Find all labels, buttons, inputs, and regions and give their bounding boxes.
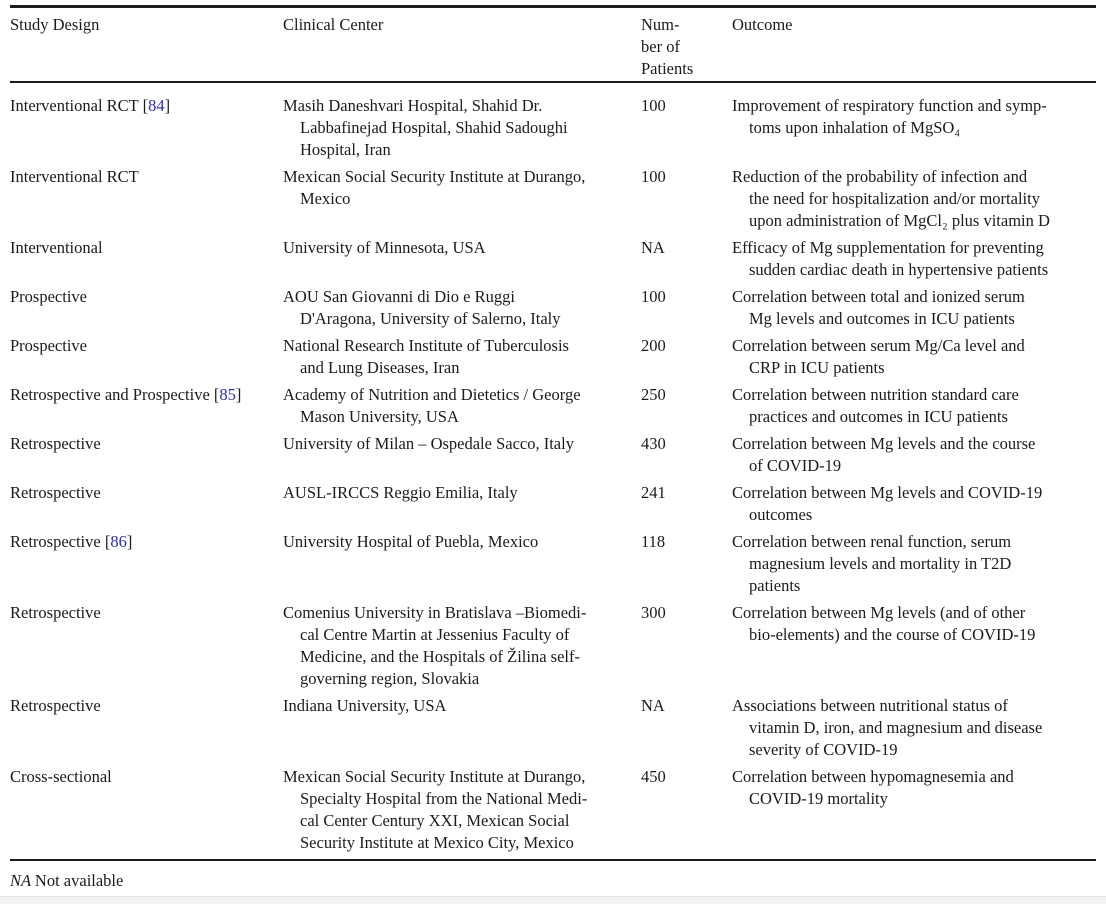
- footnote-text: Not available: [34, 871, 124, 890]
- patients-count-cell: 100: [641, 167, 666, 186]
- table-row: Prospective National Research Institute o…: [10, 335, 1096, 379]
- citation-bracket-close: ]: [164, 96, 171, 115]
- clinical-center-cell: University of Milan – Ospedale Sacco, It…: [283, 434, 574, 453]
- study-design-text: Retrospective: [10, 434, 101, 453]
- table-row: Interventional University of Minnesota, U…: [10, 237, 1096, 281]
- study-design-cell: Retrospective: [10, 602, 283, 624]
- table-row: Retrospective University of Milan – Osped…: [10, 433, 1096, 477]
- outcome-cell: Efficacy of Mg supplementation for preve…: [732, 238, 1049, 279]
- outcome-cell: Correlation between Mg levels and the co…: [732, 434, 1036, 475]
- outcome-cell: Correlation between hypomagnesemia and C…: [732, 767, 1014, 808]
- header-clinical-center: Clinical Center: [283, 15, 384, 34]
- citation-bracket-open: [: [209, 385, 220, 404]
- table-row: Cross-sectional Mexican Social Security I…: [10, 766, 1096, 854]
- study-design-cell: Interventional RCT [84]: [10, 95, 283, 117]
- clinical-center-cell: AOU San Giovanni di Dio e Ruggi D'Aragon…: [283, 287, 561, 328]
- study-design-text: Retrospective: [10, 532, 101, 551]
- patients-count-cell: NA: [641, 696, 665, 715]
- study-design-cell: Retrospective and Prospective [85]: [10, 384, 283, 406]
- patients-count-cell: 430: [641, 434, 666, 453]
- study-design-text: Interventional RCT: [10, 167, 139, 186]
- study-design-text: Retrospective: [10, 483, 101, 502]
- clinical-center-cell: Mexican Social Security Institute at Dur…: [283, 767, 588, 852]
- outcome-cell: Correlation between serum Mg/Ca level an…: [732, 336, 1025, 377]
- study-design-text: Interventional RCT: [10, 96, 139, 115]
- table-header-rule: [10, 81, 1096, 83]
- citation-bracket-open: [: [100, 532, 111, 551]
- table-row: Interventional RCT [84] Masih Daneshvari …: [10, 95, 1096, 161]
- study-design-cell: Cross-sectional: [10, 766, 283, 788]
- clinical-center-cell: University Hospital of Puebla, Mexico: [283, 532, 539, 551]
- footnote-abbreviation: NA: [10, 871, 31, 890]
- outcome-cell: Correlation between nutrition standard c…: [732, 385, 1019, 426]
- study-table: Study Design Clinical Center Num- ber of…: [10, 5, 1096, 892]
- header-number-of-patients: Num- ber of Patients: [641, 15, 694, 78]
- patients-count-cell: 200: [641, 336, 666, 355]
- citation-bracket-open: [: [138, 96, 149, 115]
- table-row: Retrospective [86] University Hospital of…: [10, 531, 1096, 597]
- study-design-text: Cross-sectional: [10, 767, 112, 786]
- study-design-cell: Interventional RCT: [10, 166, 283, 188]
- study-design-cell: Prospective: [10, 286, 283, 308]
- study-design-cell: Retrospective [86]: [10, 531, 283, 553]
- table-row: Retrospective AUSL-IRCCS Reggio Emilia, I…: [10, 482, 1096, 526]
- table-bottom-rule: [10, 859, 1096, 861]
- citation-ref-link[interactable]: 85: [219, 385, 236, 404]
- citation-bracket-close: ]: [126, 532, 133, 551]
- page-bottom-edge: [0, 896, 1106, 904]
- study-design-cell: Retrospective: [10, 482, 283, 504]
- table-body: Interventional RCT [84] Masih Daneshvari …: [10, 83, 1096, 854]
- table-header-row: Study Design Clinical Center Num- ber of…: [10, 8, 1096, 81]
- study-design-cell: Retrospective: [10, 695, 283, 717]
- patients-count-cell: 250: [641, 385, 666, 404]
- study-design-text: Prospective: [10, 287, 87, 306]
- citation-ref-link[interactable]: 84: [148, 96, 165, 115]
- patients-count-cell: NA: [641, 238, 665, 257]
- study-design-cell: Retrospective: [10, 433, 283, 455]
- patients-count-cell: 118: [641, 532, 666, 551]
- patients-count-cell: 100: [641, 96, 666, 115]
- patients-count-cell: 100: [641, 287, 666, 306]
- clinical-center-cell: Mexican Social Security Institute at Dur…: [283, 167, 586, 208]
- clinical-center-cell: Indiana University, USA: [283, 696, 447, 715]
- study-design-text: Prospective: [10, 336, 87, 355]
- table-row: Retrospective Comenius University in Brat…: [10, 602, 1096, 690]
- header-outcome: Outcome: [732, 15, 793, 34]
- table-row: Retrospective Indiana University, USA NA As…: [10, 695, 1096, 761]
- clinical-center-cell: Masih Daneshvari Hospital, Shahid Dr. La…: [283, 96, 568, 159]
- outcome-cell: Correlation between renal function, seru…: [732, 532, 1012, 595]
- study-design-text: Retrospective and Prospective: [10, 385, 210, 404]
- outcome-cell: Correlation between total and ionized se…: [732, 287, 1025, 328]
- outcome-cell: Correlation between Mg levels (and of ot…: [732, 603, 1036, 644]
- study-design-text: Retrospective: [10, 696, 101, 715]
- outcome-cell: Associations between nutritional status …: [732, 696, 1043, 759]
- clinical-center-cell: University of Minnesota, USA: [283, 238, 486, 257]
- outcome-cell: Correlation between Mg levels and COVID-…: [732, 483, 1043, 524]
- table-footnote: NA Not available: [10, 861, 1096, 892]
- clinical-center-cell: Comenius University in Bratislava –Biome…: [283, 603, 587, 688]
- study-design-text: Interventional: [10, 238, 103, 257]
- clinical-center-cell: AUSL-IRCCS Reggio Emilia, Italy: [283, 483, 518, 502]
- clinical-center-cell: National Research Institute of Tuberculo…: [283, 336, 569, 377]
- citation-ref-link[interactable]: 86: [110, 532, 127, 551]
- patients-count-cell: 300: [641, 603, 666, 622]
- table-row: Retrospective and Prospective [85] Academ…: [10, 384, 1096, 428]
- study-design-cell: Prospective: [10, 335, 283, 357]
- citation-bracket-close: ]: [235, 385, 242, 404]
- table-top-rule: [10, 5, 1096, 8]
- patients-count-cell: 241: [641, 483, 666, 502]
- table-row: Interventional RCT Mexican Social Securit…: [10, 166, 1096, 232]
- outcome-cell: Improvement of respiratory function and …: [732, 96, 1047, 137]
- clinical-center-cell: Academy of Nutrition and Dietetics / Geo…: [283, 385, 581, 426]
- study-design-cell: Interventional: [10, 237, 283, 259]
- study-design-text: Retrospective: [10, 603, 101, 622]
- outcome-cell: Reduction of the probability of infectio…: [732, 167, 1050, 230]
- patients-count-cell: 450: [641, 767, 666, 786]
- table-row: Prospective AOU San Giovanni di Dio e Rug…: [10, 286, 1096, 330]
- header-study-design: Study Design: [10, 15, 100, 34]
